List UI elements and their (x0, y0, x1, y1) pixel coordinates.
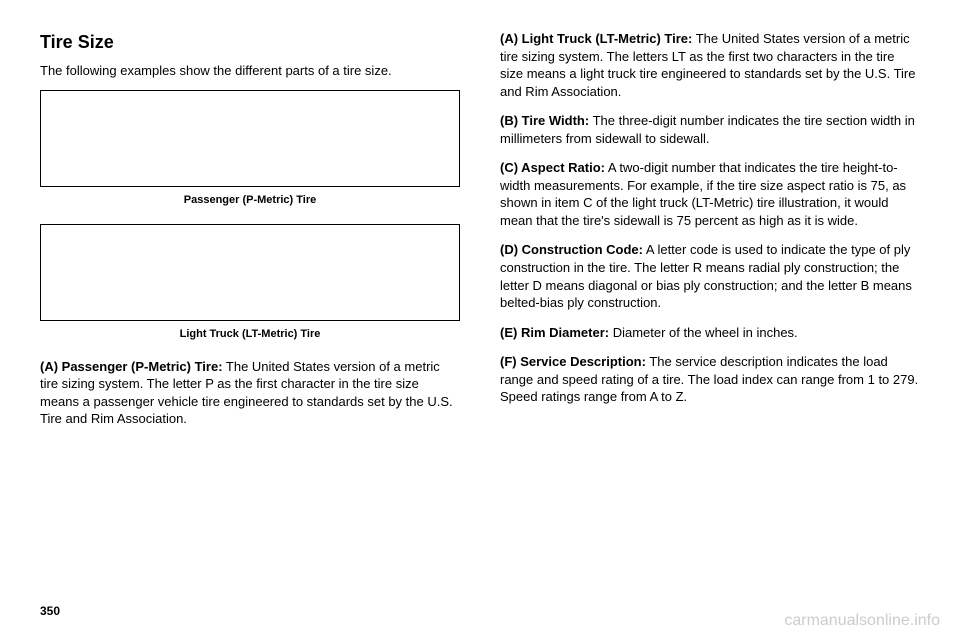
para-c: (C) Aspect Ratio: A two-digit number tha… (500, 159, 920, 229)
para-b-label: (B) Tire Width: (500, 113, 589, 128)
left-column: Tire Size The following examples show th… (40, 30, 460, 590)
caption-1: Passenger (P-Metric) Tire (40, 193, 460, 208)
para-e-label: (E) Rim Diameter: (500, 325, 609, 340)
para-e-text: Diameter of the wheel in inches. (609, 325, 798, 340)
para-a2: (A) Light Truck (LT-Metric) Tire: The Un… (500, 30, 920, 100)
para-f: (F) Service Description: The service des… (500, 353, 920, 406)
para-b: (B) Tire Width: The three-digit number i… (500, 112, 920, 147)
intro-text: The following examples show the differen… (40, 62, 460, 80)
tire-illustration-1 (40, 90, 460, 187)
tire-illustration-2 (40, 224, 460, 321)
watermark: carmanualsonline.info (784, 612, 940, 630)
section-heading: Tire Size (40, 30, 460, 54)
caption-2: Light Truck (LT-Metric) Tire (40, 327, 460, 342)
para-d-label: (D) Construction Code: (500, 242, 643, 257)
para-a-label: (A) Passenger (P-Metric) Tire: (40, 359, 223, 374)
para-c-label: (C) Aspect Ratio: (500, 160, 605, 175)
para-a: (A) Passenger (P-Metric) Tire: The Unite… (40, 358, 460, 428)
page-container: Tire Size The following examples show th… (0, 0, 960, 610)
page-number: 350 (40, 604, 60, 618)
para-a2-label: (A) Light Truck (LT-Metric) Tire: (500, 31, 692, 46)
para-f-label: (F) Service Description: (500, 354, 646, 369)
para-e: (E) Rim Diameter: Diameter of the wheel … (500, 324, 920, 342)
para-d: (D) Construction Code: A letter code is … (500, 241, 920, 311)
right-column: (A) Light Truck (LT-Metric) Tire: The Un… (500, 30, 920, 590)
